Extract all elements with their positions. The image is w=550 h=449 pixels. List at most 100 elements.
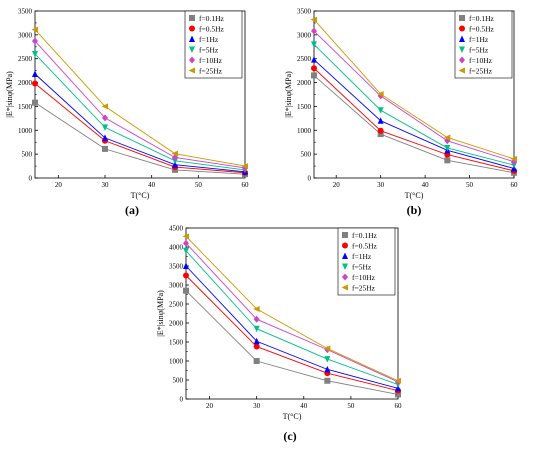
y-tick-label: 3000 — [297, 31, 312, 39]
legend-label-f=0.5Hz: f=0.5Hz — [352, 242, 378, 251]
y-tick-label: 2500 — [169, 301, 184, 309]
legend-marker-f=1Hz — [459, 35, 465, 42]
series-line-f=0.5Hz — [313, 67, 515, 172]
data-point-f=0.1Hz — [395, 391, 401, 398]
legend-marker-f=0.5Hz — [459, 25, 465, 32]
y-tick-label: 0 — [180, 396, 184, 404]
panel-c: 0 500 1000 1500 2000 2500 3000 3500 4000 4500 20 30… — [156, 225, 402, 444]
x-tick-label: 30 — [253, 402, 261, 410]
data-point-f=1Hz — [172, 161, 178, 168]
data-point-f=0.1Hz — [32, 99, 38, 106]
data-point-f=25Hz — [31, 26, 38, 33]
data-point-f=0.1Hz — [183, 287, 189, 294]
data-point-f=10Hz — [102, 114, 108, 122]
data-point-f=0.5Hz — [311, 65, 317, 72]
data-point-f=25Hz — [310, 16, 317, 23]
data-point-f=0.5Hz — [183, 272, 189, 279]
y-tick-label: 2000 — [18, 79, 33, 87]
legend-label-f=25Hz: f=25Hz — [199, 67, 223, 76]
panel-b: 0 500 1000 1500 2000 2500 3000 3500 20 30 40 50 60 T(… — [284, 8, 518, 218]
data-point-f=25Hz — [253, 305, 260, 312]
y-tick-label: 1500 — [169, 339, 184, 347]
x-tick-label: 20 — [333, 181, 341, 189]
data-point-f=1Hz — [102, 134, 108, 141]
series-line-f=0.5Hz — [34, 83, 246, 174]
legend-label-f=0.1Hz: f=0.1Hz — [469, 14, 495, 23]
legend-marker-f=5Hz — [342, 263, 348, 270]
legend-label-f=10Hz: f=10Hz — [352, 273, 376, 282]
data-point-f=0.1Hz — [377, 131, 384, 138]
x-tick-label: 30 — [377, 181, 385, 189]
data-point-f=1Hz — [395, 384, 401, 392]
legend-marker-f=1Hz — [342, 252, 348, 259]
legend-marker-f=25Hz — [458, 67, 465, 74]
x-axis-label: T(°C) — [405, 191, 424, 200]
y-tick-label: 2500 — [297, 55, 312, 63]
data-point-f=25Hz — [323, 345, 331, 352]
series-line-f=5Hz — [313, 44, 515, 166]
panel-label: (a) — [125, 203, 139, 217]
y-tick-label: 500 — [173, 377, 184, 385]
data-point-f=5Hz — [32, 50, 38, 58]
legend-label-f=0.1Hz: f=0.1Hz — [352, 231, 378, 240]
legend-label-f=5Hz: f=5Hz — [352, 263, 372, 272]
data-point-f=5Hz — [253, 325, 260, 333]
y-tick-label: 4000 — [169, 244, 184, 252]
legend-box — [454, 10, 513, 79]
x-axis-label: T(°C) — [283, 412, 302, 421]
x-tick-label: 20 — [55, 181, 63, 189]
data-point-f=0.1Hz — [253, 358, 260, 364]
y-tick-label: 3500 — [297, 8, 312, 16]
x-tick-label: 60 — [395, 402, 403, 410]
legend-marker-f=0.1Hz — [342, 232, 348, 238]
y-tick-label: 2500 — [18, 55, 33, 63]
x-tick-label: 40 — [422, 181, 430, 189]
x-tick-label: 40 — [300, 402, 308, 410]
data-point-f=1Hz — [377, 117, 384, 124]
y-tick-label: 3000 — [169, 282, 184, 290]
series-line-f=10Hz — [313, 30, 515, 163]
data-point-f=10Hz — [183, 239, 189, 247]
data-point-f=5Hz — [511, 162, 517, 169]
y-tick-label: 500 — [22, 151, 33, 159]
data-point-f=0.1Hz — [311, 72, 317, 79]
legend-label-f=5Hz: f=5Hz — [199, 46, 219, 55]
series-line-f=0.1Hz — [34, 102, 246, 175]
legend-label-f=25Hz: f=25Hz — [469, 67, 493, 76]
y-tick-label: 3500 — [18, 8, 33, 16]
data-point-f=10Hz — [311, 27, 317, 35]
series-line-f=25Hz — [34, 29, 246, 167]
series-line-f=1Hz — [313, 59, 515, 169]
panel-label: (c) — [283, 429, 296, 443]
series-line-f=1Hz — [34, 73, 246, 173]
legend-marker-f=5Hz — [459, 46, 465, 53]
x-axis-label: T(°C) — [131, 191, 150, 200]
y-tick-label: 1000 — [18, 127, 33, 135]
legend-label-f=25Hz: f=25Hz — [352, 284, 376, 293]
data-point-f=10Hz — [253, 315, 260, 323]
y-tick-label: 1000 — [169, 358, 184, 366]
data-point-f=5Hz — [102, 124, 108, 131]
data-point-f=1Hz — [324, 365, 331, 373]
legend-marker-f=10Hz — [189, 56, 195, 64]
series-line-f=25Hz — [185, 236, 399, 382]
series-line-f=5Hz — [185, 250, 399, 385]
data-point-f=25Hz — [510, 155, 517, 162]
legend-marker-f=0.5Hz — [342, 242, 348, 249]
data-point-f=5Hz — [324, 356, 331, 363]
x-tick-label: 30 — [102, 181, 110, 189]
series-line-f=1Hz — [185, 265, 399, 389]
legend-label-f=10Hz: f=10Hz — [199, 56, 223, 65]
data-point-f=5Hz — [311, 41, 317, 48]
series-line-f=10Hz — [185, 242, 399, 383]
data-point-f=25Hz — [443, 134, 451, 141]
data-point-f=0.5Hz — [377, 127, 384, 134]
series-line-f=25Hz — [313, 19, 515, 160]
series-line-f=0.1Hz — [185, 290, 399, 395]
y-tick-label: 3500 — [169, 263, 184, 271]
series-line-f=5Hz — [34, 53, 246, 171]
y-tick-label: 0 — [29, 175, 33, 183]
data-point-f=0.5Hz — [32, 80, 38, 87]
data-point-f=25Hz — [241, 163, 248, 170]
x-tick-label: 20 — [206, 402, 214, 410]
